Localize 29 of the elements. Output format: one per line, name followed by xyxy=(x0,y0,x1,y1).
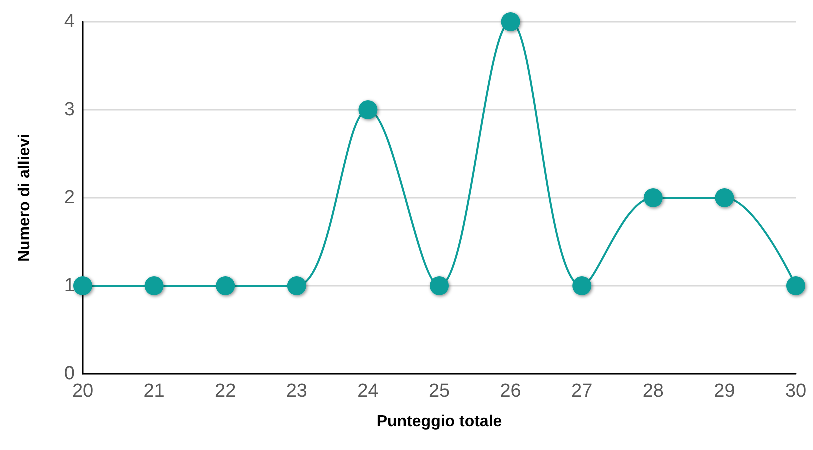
y-tick-label: 1 xyxy=(64,276,75,296)
x-tick-label: 26 xyxy=(500,381,522,402)
x-tick-label: 23 xyxy=(286,381,308,402)
point xyxy=(715,188,734,208)
point xyxy=(644,188,663,208)
x-tick-label: 25 xyxy=(428,381,450,402)
x-axis-title: Punteggio totale xyxy=(376,414,502,430)
x-tick-label: 24 xyxy=(358,381,380,402)
y-tick-label: 0 xyxy=(64,364,75,384)
x-tick-label: 30 xyxy=(785,381,807,402)
x-tick-label: 20 xyxy=(72,381,94,402)
point xyxy=(358,100,378,120)
point xyxy=(144,276,164,296)
point xyxy=(287,276,306,296)
x-tick-label: 22 xyxy=(215,381,236,402)
x-tick-label: 21 xyxy=(144,381,165,402)
x-tick-label: 29 xyxy=(714,381,736,402)
y-tick-label: 4 xyxy=(64,12,76,32)
x-tick-label: 28 xyxy=(642,381,664,402)
point xyxy=(216,276,236,296)
point xyxy=(572,276,592,296)
point xyxy=(430,276,449,296)
x-tick-label: 27 xyxy=(572,381,593,402)
y-tick-label: 2 xyxy=(64,188,75,208)
y-tick-label: 3 xyxy=(64,100,75,120)
point xyxy=(786,276,806,296)
point xyxy=(501,12,520,32)
point xyxy=(74,276,92,296)
y-axis-title: Numero di allievi xyxy=(16,134,34,262)
